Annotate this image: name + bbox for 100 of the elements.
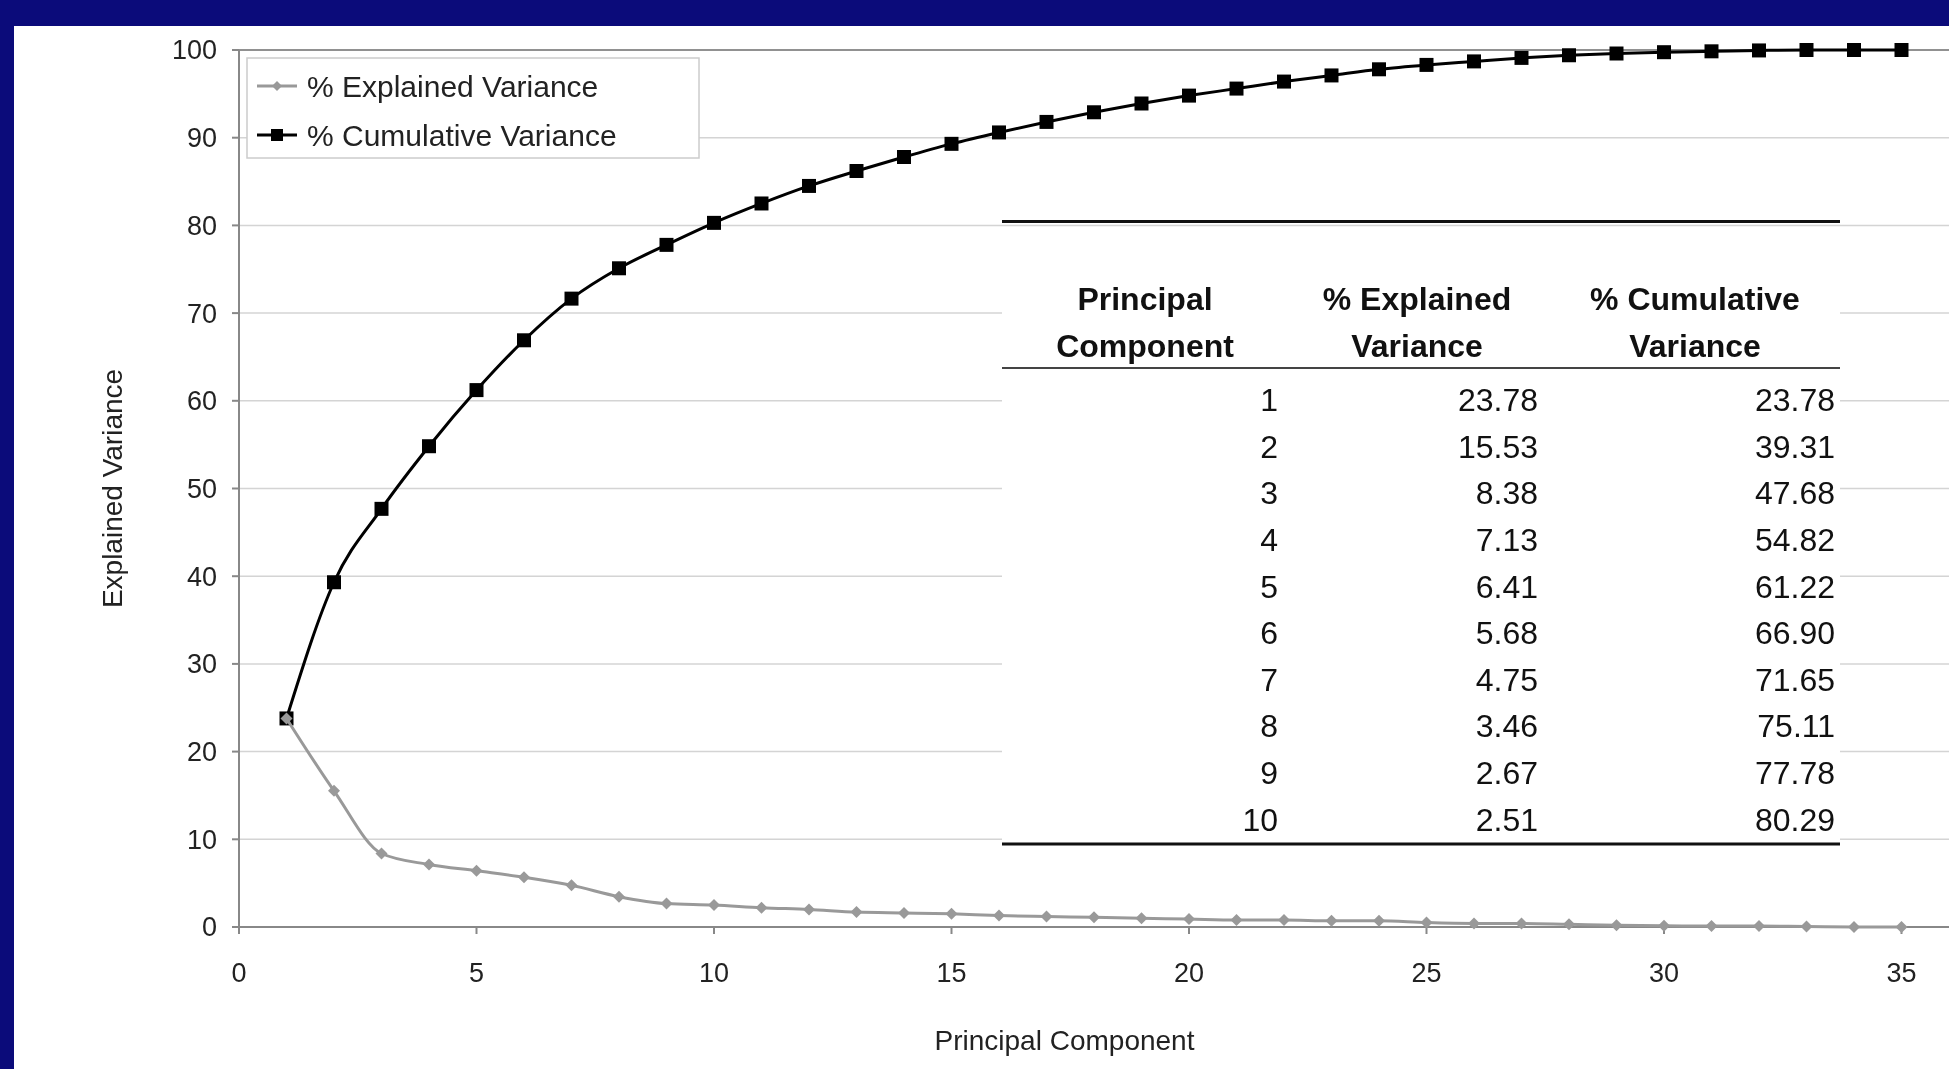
annotation: 7	[1260, 661, 1278, 698]
annotation: 3.46	[1475, 708, 1538, 745]
point	[1088, 911, 1100, 924]
point	[1562, 48, 1576, 63]
point	[1278, 913, 1290, 926]
point	[1324, 68, 1339, 83]
point	[1847, 43, 1861, 57]
annotation: 9	[1260, 755, 1278, 791]
point	[1657, 45, 1671, 60]
annotation: 6.41	[1475, 568, 1538, 605]
point	[754, 196, 769, 211]
annotation: 61.22	[1754, 568, 1835, 605]
annotation: 4	[1260, 522, 1278, 558]
point	[327, 575, 341, 590]
annotation: 71.65	[1754, 661, 1835, 698]
point	[1609, 46, 1624, 61]
point	[1894, 43, 1909, 57]
annotation: 5.68	[1475, 615, 1538, 652]
y-tick-label: 0	[201, 912, 217, 943]
y-tick-label: 10	[186, 824, 217, 855]
point	[1799, 43, 1814, 57]
x-tick-label: 15	[936, 958, 967, 988]
annotation: 2.67	[1475, 755, 1538, 791]
point	[1704, 44, 1719, 59]
annotation: 1	[1260, 382, 1278, 419]
point	[1039, 114, 1054, 129]
annotation: 6	[1260, 615, 1278, 652]
point	[613, 890, 625, 903]
y-tick-label: 90	[186, 123, 217, 154]
annotation: 23.78	[1457, 382, 1538, 419]
annotation: 2	[1260, 428, 1278, 465]
point	[992, 125, 1006, 140]
annotation: 5	[1260, 568, 1278, 605]
y-tick-label: 20	[186, 737, 217, 768]
annotation: 8	[1260, 708, 1278, 745]
point	[993, 909, 1005, 922]
annotation: 75.11	[1757, 708, 1835, 745]
point	[944, 136, 959, 151]
point	[1468, 917, 1480, 930]
x-tick-label: 0	[231, 958, 247, 988]
point	[1467, 54, 1481, 69]
annotation: Principal Component	[1056, 281, 1235, 364]
point	[328, 784, 340, 797]
x-axis-title: Principal Component	[934, 1025, 1195, 1056]
point	[1848, 921, 1860, 933]
y-tick-label: 70	[186, 298, 217, 329]
point	[1182, 88, 1196, 103]
point	[1183, 913, 1195, 926]
point	[1658, 919, 1670, 932]
point	[470, 864, 483, 877]
annotation: 3	[1260, 475, 1278, 512]
y-tick-label: 30	[186, 649, 217, 680]
x-tick-label: 5	[468, 958, 485, 988]
point	[802, 178, 816, 193]
point	[1087, 105, 1101, 120]
y-tick-label: 50	[186, 473, 217, 504]
x-tick-label: 20	[1173, 958, 1205, 988]
x-tick-label: 35	[1886, 958, 1917, 988]
point	[659, 237, 674, 252]
annotation: 7.13	[1475, 522, 1538, 558]
point	[803, 903, 815, 916]
x-tick-label: 30	[1648, 958, 1680, 988]
point	[708, 898, 720, 911]
point	[1277, 74, 1291, 89]
point	[1373, 914, 1385, 927]
point	[849, 164, 864, 179]
annotation: 4.75	[1475, 661, 1538, 698]
point	[1229, 81, 1244, 96]
point	[423, 858, 435, 871]
legend-label: % Explained Variance	[307, 69, 599, 103]
point	[564, 291, 579, 306]
annotation: 47.68	[1754, 475, 1835, 512]
annotation: 23.78	[1754, 382, 1835, 419]
point	[898, 906, 910, 919]
point	[1753, 920, 1765, 933]
point	[1514, 50, 1529, 65]
annotation: 10	[1242, 801, 1278, 838]
y-tick-label: 80	[186, 210, 217, 241]
y-axis-title: Explained Variance	[97, 368, 128, 609]
point	[1134, 96, 1149, 111]
point	[565, 879, 578, 892]
point	[1563, 918, 1575, 931]
point	[518, 871, 530, 884]
annotation: 39.31	[1754, 428, 1835, 465]
y-tick-label: 60	[186, 386, 217, 417]
annotation: % Explained Variance	[1322, 281, 1512, 364]
point	[1705, 920, 1718, 933]
x-tick-label: 10	[698, 958, 730, 988]
legend-label: % Cumulative Variance	[307, 118, 617, 152]
point	[374, 501, 389, 516]
annotation: 15.53	[1457, 428, 1538, 465]
point	[850, 906, 863, 919]
annotation: 54.82	[1754, 522, 1835, 558]
annotation: % Cumulative Variance	[1590, 281, 1800, 364]
point	[1895, 921, 1908, 933]
x-tick-label: 25	[1411, 958, 1442, 988]
point	[1752, 43, 1766, 58]
point	[375, 847, 388, 860]
point	[422, 439, 436, 454]
y-tick-label: 100	[171, 35, 217, 66]
